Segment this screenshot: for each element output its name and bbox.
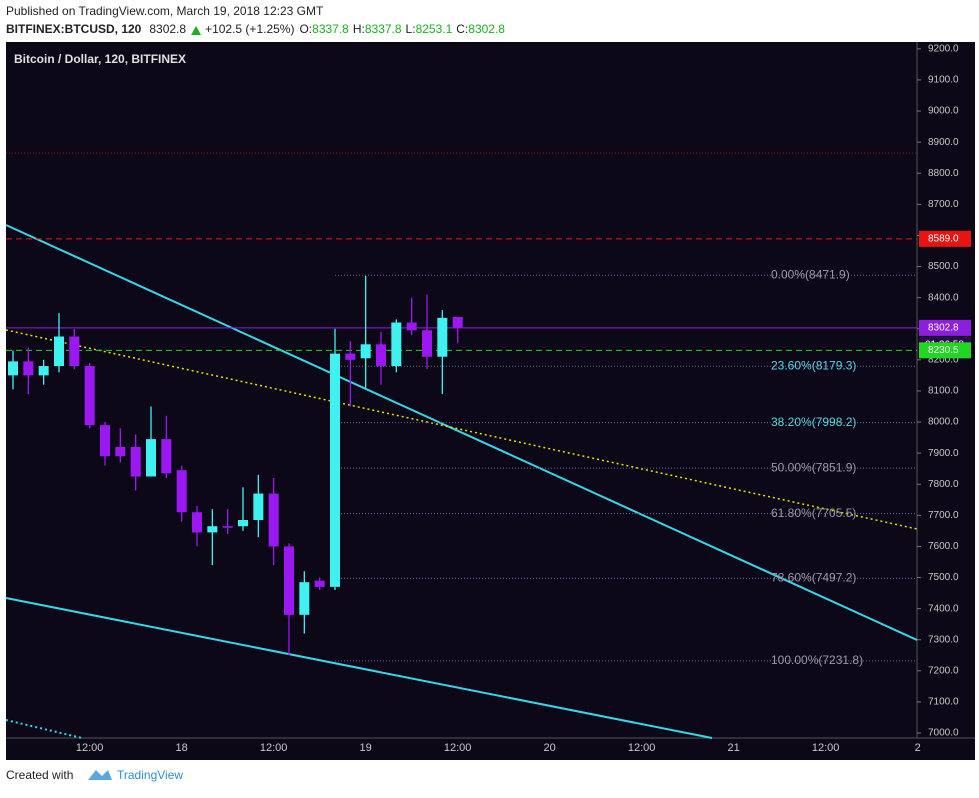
candle-body xyxy=(452,316,463,328)
x-tick-label: 12:00 xyxy=(260,742,288,754)
candle-body xyxy=(406,322,417,331)
candle-body xyxy=(54,336,64,367)
trend-line xyxy=(5,329,918,530)
plot-bg xyxy=(6,42,975,760)
y-tick-label: 7300.0 xyxy=(928,634,959,645)
candle-body xyxy=(284,546,294,615)
candle-body xyxy=(8,361,18,376)
price-tag xyxy=(919,342,971,359)
candle-body xyxy=(268,493,279,547)
candle-body xyxy=(38,366,49,376)
candle-body xyxy=(253,493,264,520)
x-tick-label: 12:00 xyxy=(76,742,104,754)
candle-body xyxy=(345,353,356,360)
y-tick-label: 9200.0 xyxy=(928,43,959,54)
candle-body xyxy=(330,353,340,587)
candle-body xyxy=(100,425,110,457)
candle-body xyxy=(222,526,233,528)
y-tick-label: 7800.0 xyxy=(928,479,959,490)
published: Published on TradingView.com, March 19, … xyxy=(6,4,324,18)
fib-label: 23.60%(8179.3) xyxy=(771,358,856,372)
drawings xyxy=(5,224,918,739)
ohlc-value: 8302.8 xyxy=(468,22,505,36)
x-tick-label: 18 xyxy=(176,742,188,754)
chart-title: Bitcoin / Dollar, 120, BITFINEX xyxy=(14,52,186,66)
candle-body xyxy=(69,336,80,367)
brand-logo xyxy=(88,770,112,780)
candle-body xyxy=(299,582,310,615)
fib-label: 38.20%(7998.2) xyxy=(771,415,856,429)
candle-body xyxy=(238,519,248,527)
ohlc-key: L: xyxy=(406,22,416,36)
y-tick-label: 7600.0 xyxy=(928,541,959,552)
y-tick-label: 8400.0 xyxy=(928,292,959,303)
candle-body xyxy=(161,439,172,474)
y-tick-label: 7000.0 xyxy=(928,728,959,739)
candle-body xyxy=(115,446,126,457)
candle-body xyxy=(176,470,187,513)
candle-body xyxy=(192,512,202,533)
ohlc-value: 8337.8 xyxy=(365,22,402,36)
price-tag-label: 8589.0 xyxy=(928,233,959,244)
y-tick-label: 7500.0 xyxy=(928,572,959,583)
last-price: 8302.8 xyxy=(149,22,186,36)
y-tick-label: 8800.0 xyxy=(928,168,959,179)
y-tick-label: 7200.0 xyxy=(928,665,959,676)
symbol: BITFINEX:BTCUSD, 120 xyxy=(6,22,142,36)
x-tick-label: 20 xyxy=(544,742,556,754)
ohlc-value: 8253.1 xyxy=(416,22,453,36)
candle-body xyxy=(437,317,448,357)
up-arrow xyxy=(191,26,202,35)
candle-body xyxy=(314,580,325,587)
y-tick-label: 7700.0 xyxy=(928,510,959,521)
y-tick-label: 8100.0 xyxy=(928,386,959,397)
y-tick-label: 8200.0 xyxy=(928,354,959,365)
fib-label: 100.00%(7231.8) xyxy=(771,653,863,667)
x-tick-label: 12:00 xyxy=(444,742,472,754)
price-tag-label: 8230.5 xyxy=(928,345,959,356)
fib-label: 0.00%(8471.9) xyxy=(771,267,850,281)
candles xyxy=(8,275,463,656)
y-tick-label: 8900.0 xyxy=(928,137,959,148)
candle-body xyxy=(422,330,432,357)
ohlc-key: O: xyxy=(299,22,312,36)
trend-line xyxy=(5,224,918,641)
change: +102.5 (+1.25%) xyxy=(205,22,294,36)
candle-body xyxy=(391,322,402,367)
trend-line xyxy=(5,597,713,739)
price-tag xyxy=(919,230,971,247)
x-tick-label: 21 xyxy=(728,742,740,754)
x-tick-label: 12:00 xyxy=(628,742,656,754)
y-tick-label: 8500.0 xyxy=(928,261,959,272)
x-tick-label: 12:00 xyxy=(812,742,840,754)
brand[interactable]: TradingView xyxy=(117,768,183,782)
ohlc-value: 8337.8 xyxy=(312,22,349,36)
y-tick-label: 8000.0 xyxy=(928,417,959,428)
candle-body xyxy=(23,361,34,376)
price-tag xyxy=(919,319,971,336)
y-tick-label: 9000.0 xyxy=(928,106,959,117)
candle-body xyxy=(130,446,141,477)
fib-label: 61.80%(7705.5) xyxy=(771,506,856,520)
y-tick-label: 8700.0 xyxy=(928,199,959,210)
y-tick-label: 7900.0 xyxy=(928,448,959,459)
trend-line xyxy=(5,719,83,739)
y-tick-label: 7100.0 xyxy=(928,697,959,708)
candle-body xyxy=(376,344,386,367)
candle-body xyxy=(360,344,371,359)
x-tick-label: 19 xyxy=(360,742,372,754)
created-with: Created with xyxy=(6,768,73,782)
ohlc-key: H: xyxy=(353,22,365,36)
candle-body xyxy=(146,439,156,477)
price-tag-label: 8302.8 xyxy=(928,323,959,334)
ohlc-key: C: xyxy=(456,22,468,36)
candle-body xyxy=(207,526,218,533)
fib-label: 78.60%(7497.2) xyxy=(771,571,856,585)
y-tick-label: 9100.0 xyxy=(928,75,959,86)
y-tick-label: 7400.0 xyxy=(928,603,959,614)
fib-label: 50.00%(7851.9) xyxy=(771,460,856,474)
x-tick-label: 2 xyxy=(915,742,921,754)
candle-body xyxy=(84,366,95,426)
